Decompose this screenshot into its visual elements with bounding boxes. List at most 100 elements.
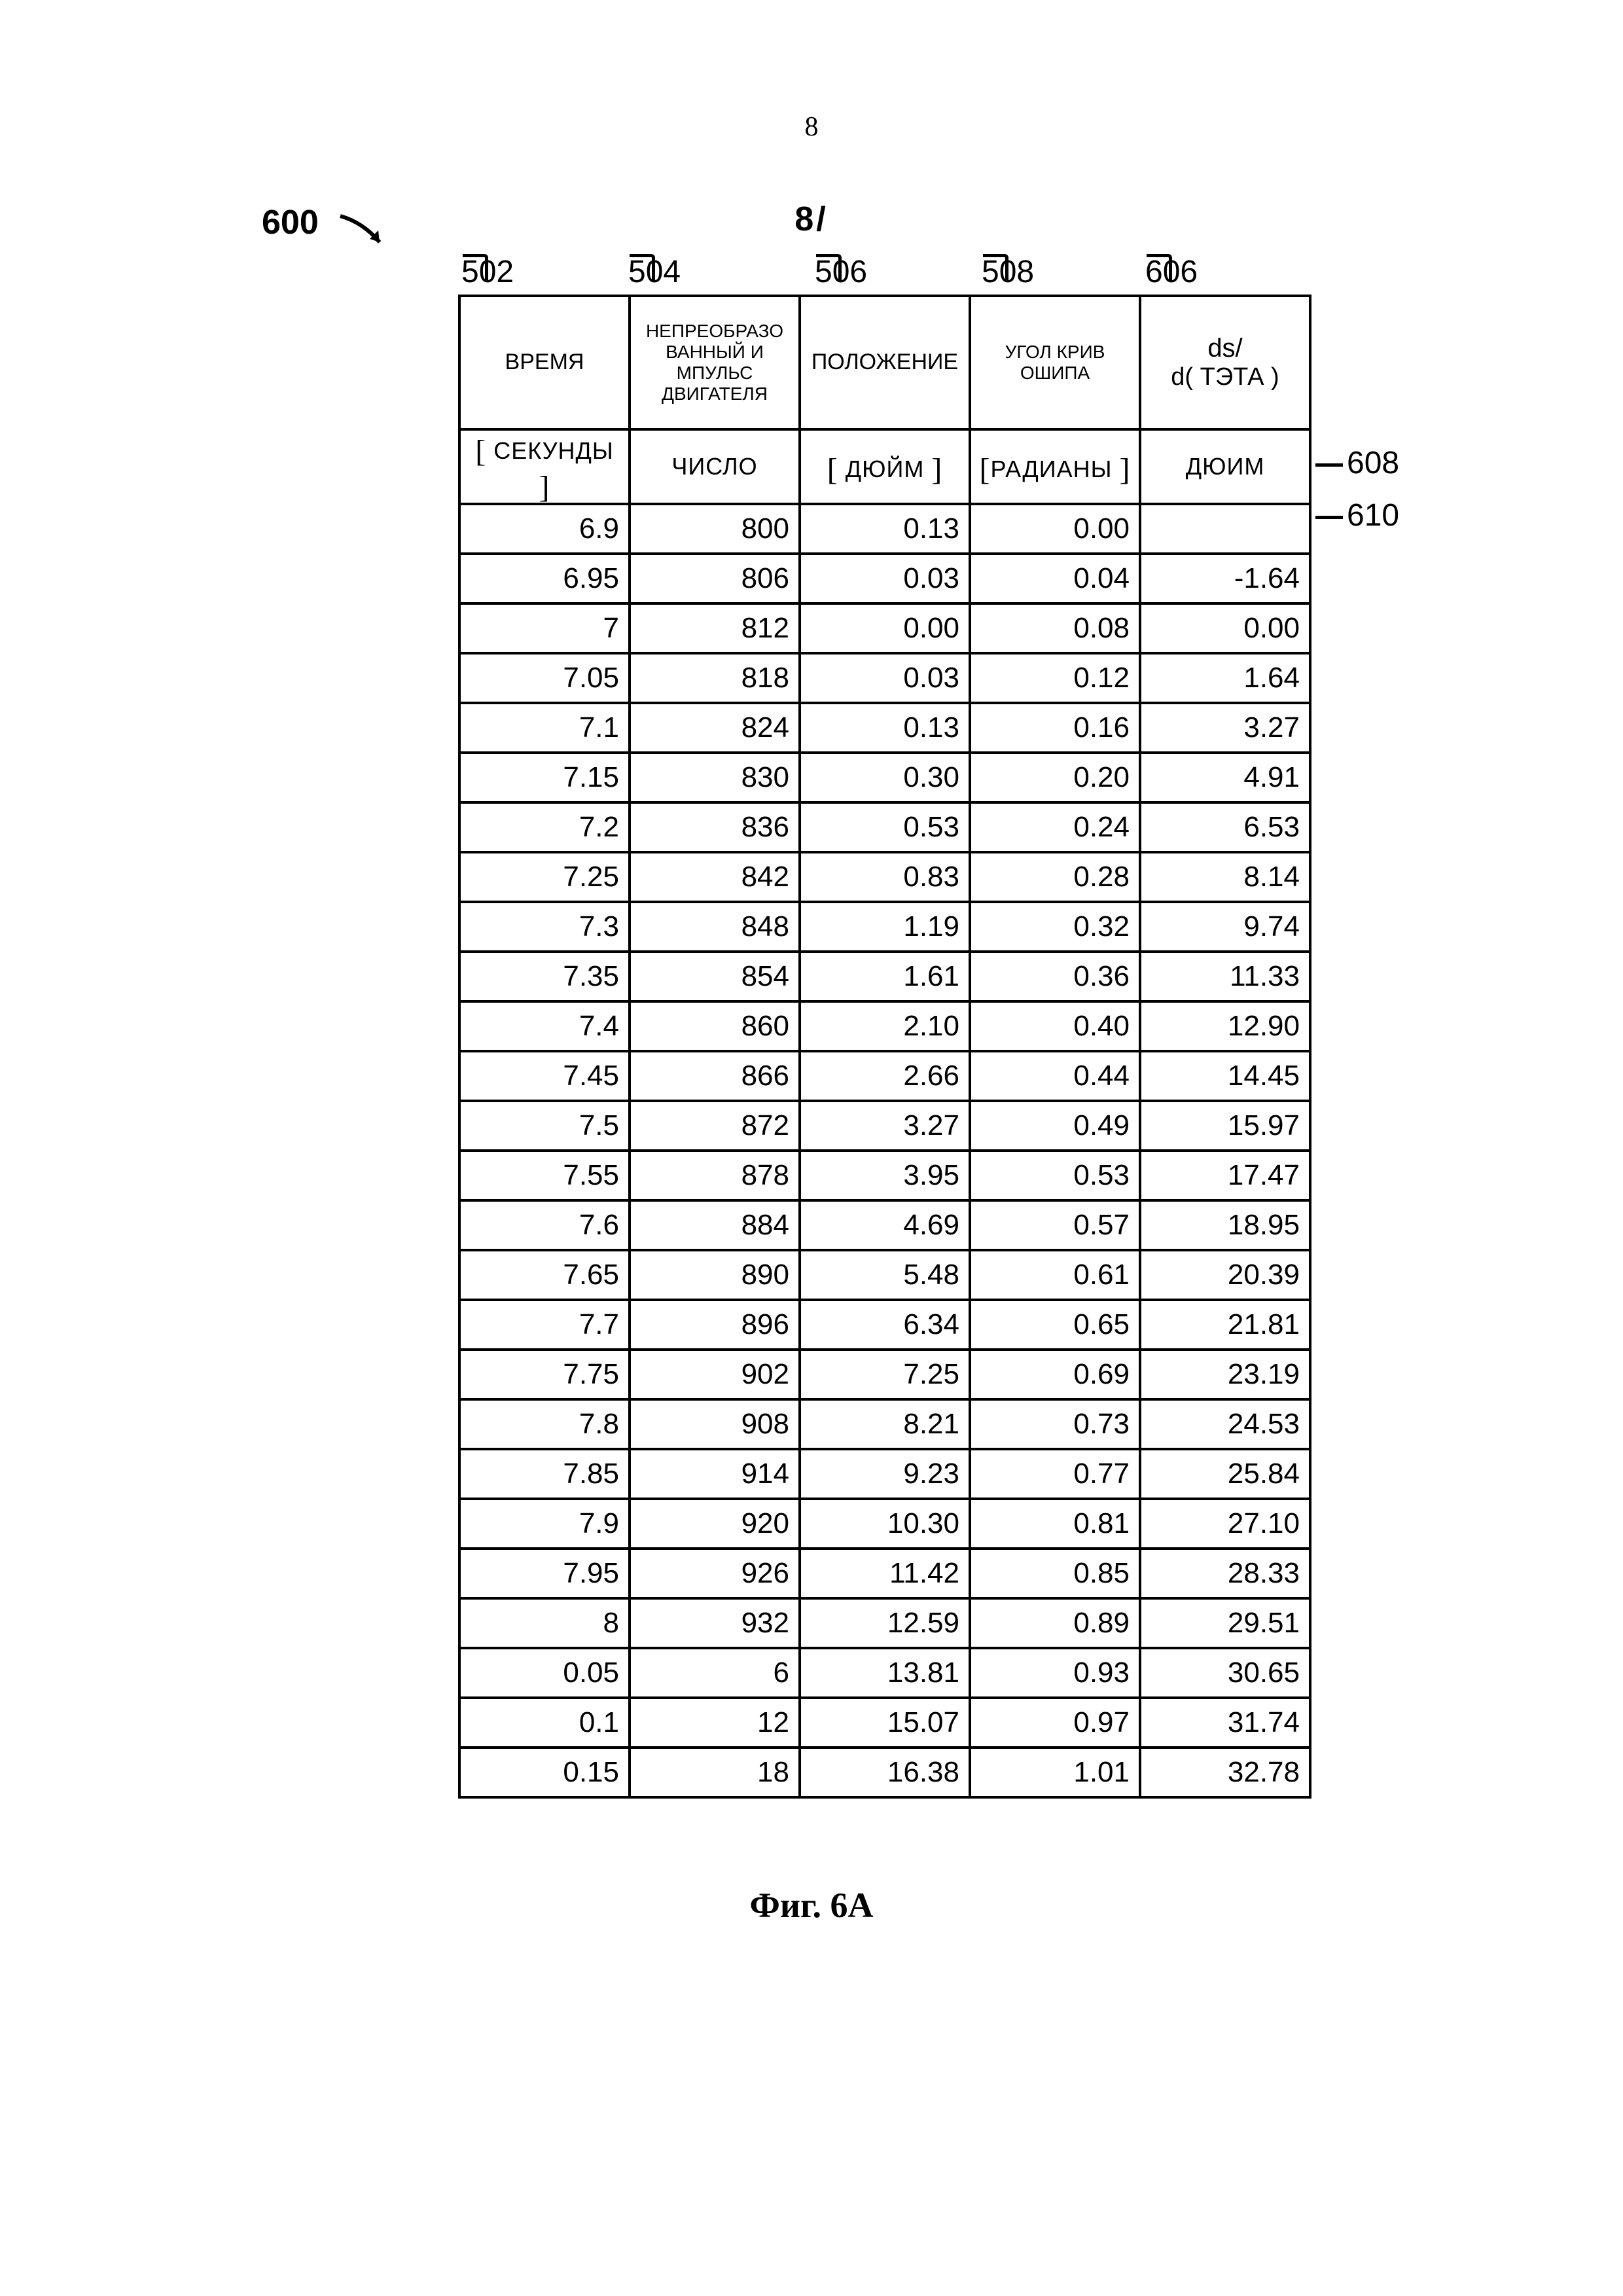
table-cell: 7.6 [459, 1200, 630, 1250]
table-cell: 812 [630, 603, 800, 653]
col-header-time: ВРЕМЯ [459, 296, 630, 429]
table-cell: 8.14 [1140, 852, 1310, 902]
table-cell: 29.51 [1140, 1598, 1310, 1648]
table-cell: 7.25 [800, 1350, 970, 1399]
table-cell: 0.73 [970, 1399, 1140, 1449]
table-cell: 0.24 [970, 802, 1140, 852]
table-cell: 1.61 [800, 952, 970, 1001]
table-cell: 7.1 [459, 703, 630, 753]
table-row: 7.558783.950.5317.47 [459, 1151, 1310, 1200]
table-cell: 7.5 [459, 1101, 630, 1151]
table-cell: 7.4 [459, 1001, 630, 1051]
table-cell: 0.1 [459, 1698, 630, 1748]
table-cell: 1.64 [1140, 653, 1310, 703]
table-cell: 7.05 [459, 653, 630, 703]
table-cell: 806 [630, 554, 800, 603]
table-cell: 6.9 [459, 504, 630, 554]
table-cell: 7.2 [459, 802, 630, 852]
table-cell: 0.00 [970, 504, 1140, 554]
unit-derivative: ДЮИМ [1140, 429, 1310, 504]
table-cell: 0.69 [970, 1350, 1140, 1399]
table-cell: 0.44 [970, 1051, 1140, 1101]
unit-pulse: ЧИСЛО [630, 429, 800, 504]
table-cell: 7.7 [459, 1300, 630, 1350]
table-cell: 13.81 [800, 1648, 970, 1698]
table-cell: 890 [630, 1250, 800, 1300]
table-cell: 926 [630, 1549, 800, 1598]
table-cell: 0.03 [800, 554, 970, 603]
table-cell: 0.85 [970, 1549, 1140, 1598]
table-cell: 7.8 [459, 1399, 630, 1449]
table-row: 893212.590.8929.51 [459, 1598, 1310, 1648]
table-cell: 12 [630, 1698, 800, 1748]
table-cell: 7.65 [459, 1250, 630, 1300]
table-cell: 7.75 [459, 1350, 630, 1399]
table-row: 7.358541.610.3611.33 [459, 952, 1310, 1001]
table-cell: 0.40 [970, 1001, 1140, 1051]
table-row: 7.458662.660.4414.45 [459, 1051, 1310, 1101]
table-cell: 0.05 [459, 1648, 630, 1698]
table-cell: 30.65 [1140, 1648, 1310, 1698]
table-row: 7.859149.230.7725.84 [459, 1449, 1310, 1499]
table-cell: 3.27 [800, 1101, 970, 1151]
table-cell: 0.00 [800, 603, 970, 653]
table-header: ВРЕМЯ НЕПРЕОБРАЗОВАННЫЙ ИМПУЛЬСДВИГАТЕЛЯ… [459, 296, 1310, 429]
table-row: 7.158300.300.204.91 [459, 753, 1310, 802]
page: 8 8/ 600 502 504 506 508 606 608 610 ВРЕ… [0, 0, 1623, 2296]
table-cell: 818 [630, 653, 800, 703]
table-cell: 842 [630, 852, 800, 902]
table-cell: 21.81 [1140, 1300, 1310, 1350]
figure-header: 8/ [0, 200, 1623, 239]
table-cell: 24.53 [1140, 1399, 1310, 1449]
table-row: 7.058180.030.121.64 [459, 653, 1310, 703]
table-cell: 0.03 [800, 653, 970, 703]
table-cell: 0.81 [970, 1499, 1140, 1549]
data-table: ВРЕМЯ НЕПРЕОБРАЗОВАННЫЙ ИМПУЛЬСДВИГАТЕЛЯ… [458, 295, 1311, 1799]
table-row: 78120.000.080.00 [459, 603, 1310, 653]
table-cell: 7.15 [459, 753, 630, 802]
unit-time: [ СЕКУНДЫ ] [459, 429, 630, 504]
table-cell: 854 [630, 952, 800, 1001]
data-table-wrap: ВРЕМЯ НЕПРЕОБРАЗОВАННЫЙ ИМПУЛЬСДВИГАТЕЛЯ… [458, 295, 1311, 1799]
table-cell: 5.48 [800, 1250, 970, 1300]
table-cell: 0.15 [459, 1748, 630, 1797]
table-cell: 6.34 [800, 1300, 970, 1350]
table-cell: 25.84 [1140, 1449, 1310, 1499]
table-cell: 8.21 [800, 1399, 970, 1449]
table-row: 7.89088.210.7324.53 [459, 1399, 1310, 1449]
table-row: 0.11215.070.9731.74 [459, 1698, 1310, 1748]
table-row: 7.28360.530.246.53 [459, 802, 1310, 852]
table-row: 0.05613.810.9330.65 [459, 1648, 1310, 1698]
table-row: 0.151816.381.0132.78 [459, 1748, 1310, 1797]
table-row: 7.258420.830.288.14 [459, 852, 1310, 902]
table-cell: 31.74 [1140, 1698, 1310, 1748]
table-row: 6.958060.030.04-1.64 [459, 554, 1310, 603]
table-row: 7.18240.130.163.27 [459, 703, 1310, 753]
table-cell: 800 [630, 504, 800, 554]
table-cell: 0.93 [970, 1648, 1140, 1698]
table-cell: 7.95 [459, 1549, 630, 1598]
table-cell: 932 [630, 1598, 800, 1648]
table-cell: 0.13 [800, 504, 970, 554]
table-cell: 0.12 [970, 653, 1140, 703]
table-cell: 6 [630, 1648, 800, 1698]
table-cell: 878 [630, 1151, 800, 1200]
table-cell: 0.08 [970, 603, 1140, 653]
table-cell: 7.35 [459, 952, 630, 1001]
table-cell [1140, 504, 1310, 554]
table-cell: 28.33 [1140, 1549, 1310, 1598]
table-cell: 872 [630, 1101, 800, 1151]
table-cell: 15.97 [1140, 1101, 1310, 1151]
table-cell: 836 [630, 802, 800, 852]
table-cell: 12.59 [800, 1598, 970, 1648]
arrow-icon [334, 209, 399, 255]
table-cell: 0.04 [970, 554, 1140, 603]
table-row: 6.98000.130.00 [459, 504, 1310, 554]
table-cell: 860 [630, 1001, 800, 1051]
table-row: 7.658905.480.6120.39 [459, 1250, 1310, 1300]
table-cell: 830 [630, 753, 800, 802]
col-header-pulse: НЕПРЕОБРАЗОВАННЫЙ ИМПУЛЬСДВИГАТЕЛЯ [630, 296, 800, 429]
table-cell: 0.89 [970, 1598, 1140, 1648]
table-cell: 7.9 [459, 1499, 630, 1549]
table-cell: 7.25 [459, 852, 630, 902]
